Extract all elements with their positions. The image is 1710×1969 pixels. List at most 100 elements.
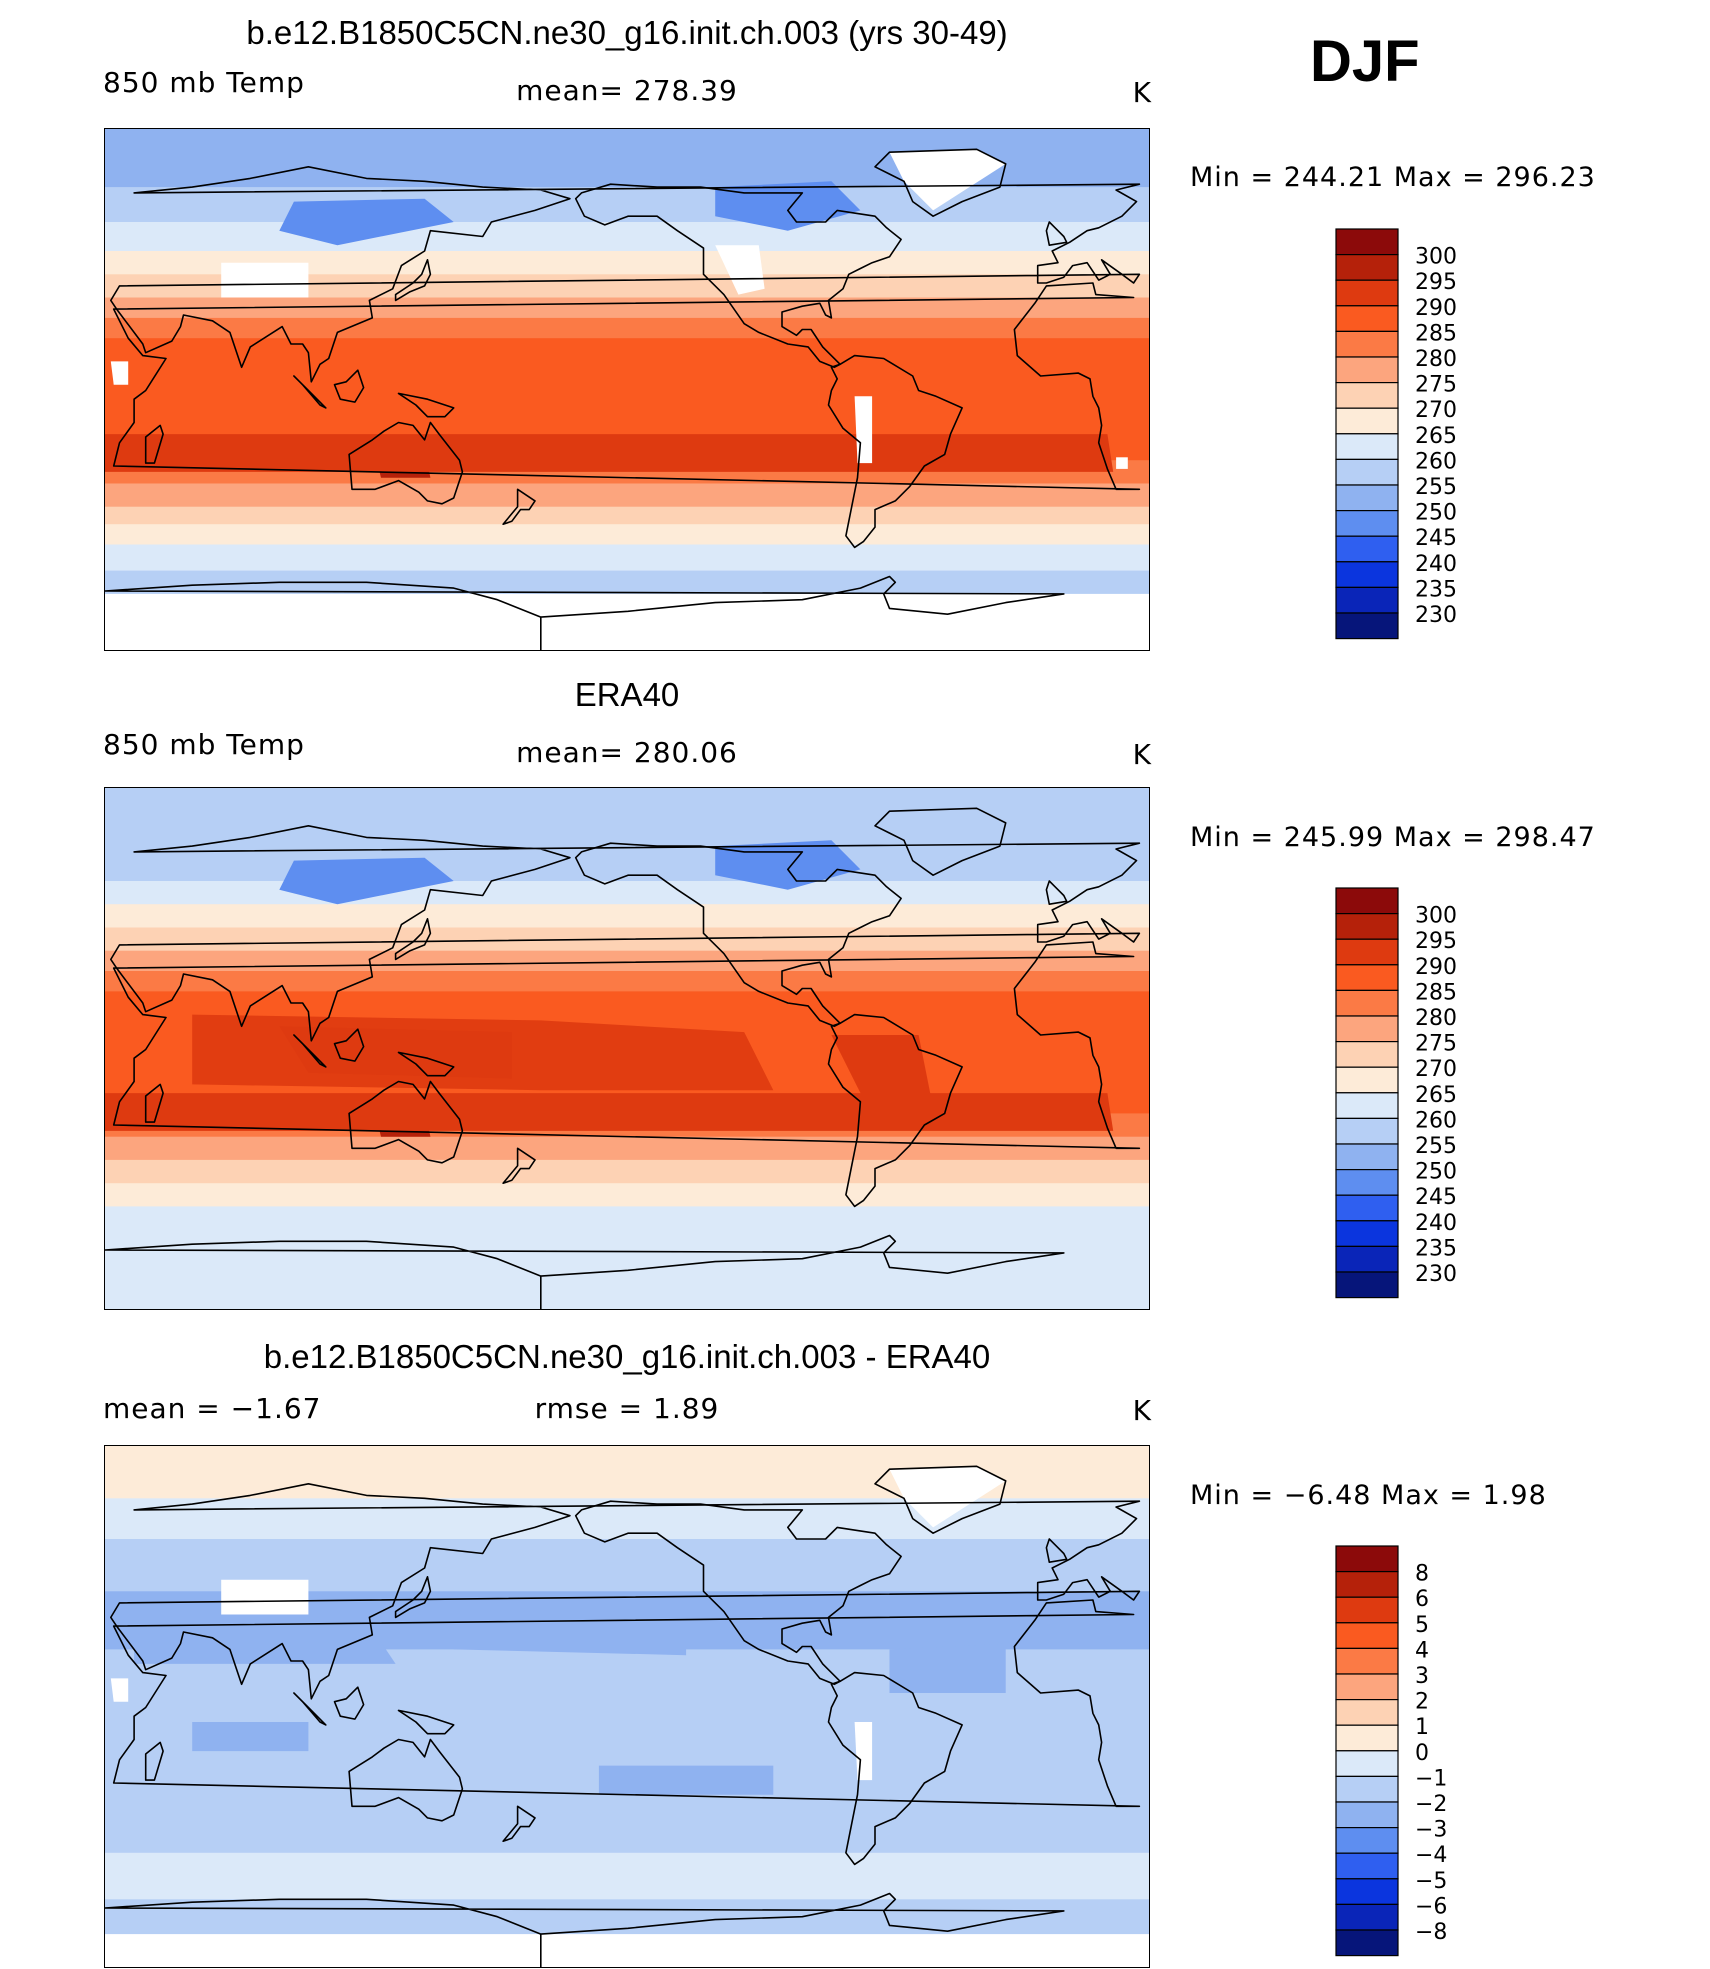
colorbar-segment: [1335, 1724, 1399, 1752]
colorbar-segment: [1335, 1245, 1399, 1273]
colorbar-tick-label: 230: [1415, 603, 1457, 628]
colorbar-segment: [1335, 1750, 1399, 1778]
temperature-band: [105, 1136, 1149, 1161]
colorbar-tick-label: 255: [1415, 1134, 1457, 1159]
colorbar-tick-label: 3: [1415, 1664, 1429, 1689]
cold-bias-area: [453, 1620, 687, 1656]
coastline-australia: [348, 1080, 464, 1164]
colorbar-tick-label: 265: [1415, 424, 1457, 449]
panel-mean-label-obs: mean= 280.06: [516, 736, 738, 769]
masked-area: [110, 1678, 129, 1702]
coastline-japan: [394, 259, 432, 302]
coastline-borneo: [333, 1686, 365, 1720]
panel-units-model: K: [1132, 76, 1152, 109]
colorbar-tick-label: −6: [1415, 1894, 1447, 1919]
temperature-band: [105, 317, 1149, 339]
colorbar-segment: [1335, 964, 1399, 992]
coastline-eurasia: [110, 825, 1141, 1042]
coastline-nz: [502, 1147, 536, 1184]
panel-units-obs: K: [1132, 738, 1152, 771]
map-model: [104, 128, 1150, 651]
colorbar-segment: [1335, 1041, 1399, 1068]
colorbar-segment: [1335, 1775, 1399, 1803]
coastline-greenland: [874, 148, 1007, 217]
colorbar-segment: [1335, 1015, 1399, 1043]
colorbar-tick-label: 300: [1415, 904, 1457, 929]
colorbar-tick-label: −2: [1415, 1792, 1447, 1817]
colorbar-tick-label: 235: [1415, 1236, 1457, 1261]
panel-units-diff: K: [1132, 1394, 1152, 1427]
coastline-africa: [112, 941, 1141, 1150]
coastline-africa: [112, 1599, 1141, 1808]
temperature-band: [105, 1159, 1149, 1184]
colorbar-segment: [1335, 1545, 1399, 1573]
colorbar-segment: [1335, 1852, 1399, 1880]
colorbar-segment: [1335, 510, 1399, 537]
siberia-cold-spot: [279, 857, 454, 905]
colorbar-tick-label: 8: [1415, 1562, 1429, 1587]
colorbar-segment: [1335, 887, 1399, 915]
colorbar-segment: [1335, 1647, 1399, 1675]
colorbar-segment: [1335, 938, 1399, 966]
cold-bias-area: [134, 1620, 396, 1664]
colorbar-diff: 8 6 5 4 3 2 1 0 −1 −2 −3 −4 −5 −6 −8: [1335, 1545, 1535, 1959]
colorbar-segment: [1335, 1903, 1399, 1931]
temperature-band: [105, 971, 1149, 992]
colorbar-tick-label: 270: [1415, 398, 1457, 423]
colorbar-tick-label: 270: [1415, 1057, 1457, 1082]
coastline-sumatra: [293, 375, 327, 409]
colorbar-segment: [1335, 1622, 1399, 1650]
colorbar-segment: [1335, 1169, 1399, 1196]
colorbar-segment: [1335, 407, 1399, 435]
colorbar-obs: 300 295 290 285 280 275 270 265 260 255 250 245 240 2…: [1335, 887, 1535, 1301]
colorbar-segment: [1335, 612, 1399, 640]
colorbar-tick-label: 2: [1415, 1690, 1429, 1715]
masked-area: [221, 262, 309, 298]
colorbar-segment: [1335, 989, 1399, 1017]
colorbar-tick-label: 240: [1415, 1211, 1457, 1236]
coastline-antarctica: [105, 575, 1065, 650]
panel-mean-label-diff: mean = −1.67: [103, 1392, 322, 1425]
coastline-antarctica: [105, 1234, 1065, 1309]
colorbar-tick-label: 280: [1415, 347, 1457, 372]
colorbar-tick-label: 5: [1415, 1613, 1429, 1638]
colorbar-segment: [1335, 458, 1399, 486]
colorbar-segment: [1335, 1143, 1399, 1171]
coastline-borneo: [333, 1028, 365, 1062]
colorbar-segment: [1335, 913, 1399, 940]
temperature-band: [105, 222, 1149, 252]
coastline-uk: [1045, 1538, 1068, 1563]
coastline-madagascar: [144, 1083, 164, 1123]
colorbar-tick-label: −5: [1415, 1869, 1447, 1894]
cold-bias-area: [598, 1765, 774, 1795]
colorbar-tick-label: 295: [1415, 929, 1457, 954]
coastline-samerica: [827, 1013, 963, 1208]
colorbar-segment: [1335, 1827, 1399, 1854]
colorbar-tick-label: 230: [1415, 1262, 1457, 1287]
colorbar-segment: [1335, 1117, 1399, 1145]
panel-title-model: b.e12.B1850C5CN.ne30_g16.init.ch.003 (yr…: [246, 14, 1008, 51]
colorbar-segment: [1335, 586, 1399, 614]
colorbar-tick-label: 250: [1415, 1160, 1457, 1185]
temperature-band: [105, 950, 1149, 972]
panel-left-label-obs: 850 mb Temp: [103, 728, 305, 761]
coastline-namerica: [574, 183, 902, 369]
difference-band: [105, 1852, 1149, 1900]
colorbar-tick-label: 285: [1415, 980, 1457, 1005]
coastline-newguinea: [397, 392, 455, 418]
coastline-eurasia: [110, 1483, 1141, 1700]
colorbar-tick-label: 245: [1415, 1185, 1457, 1210]
masked-area: [889, 149, 1006, 211]
africa-warm-spot: [105, 1093, 1114, 1131]
coastline-eurasia: [110, 166, 1141, 383]
temperature-band: [105, 881, 1149, 905]
coastline-namerica: [574, 842, 902, 1028]
colorbar-segment: [1335, 561, 1399, 588]
colorbar-segment: [1335, 535, 1399, 563]
colorbar-segment: [1335, 484, 1399, 512]
panel-title-obs: ERA40: [574, 676, 680, 713]
temperature-band: [105, 544, 1149, 572]
temperature-band: [105, 904, 1149, 928]
temperature-band: [105, 506, 1149, 525]
temperature-band: [105, 274, 1149, 298]
